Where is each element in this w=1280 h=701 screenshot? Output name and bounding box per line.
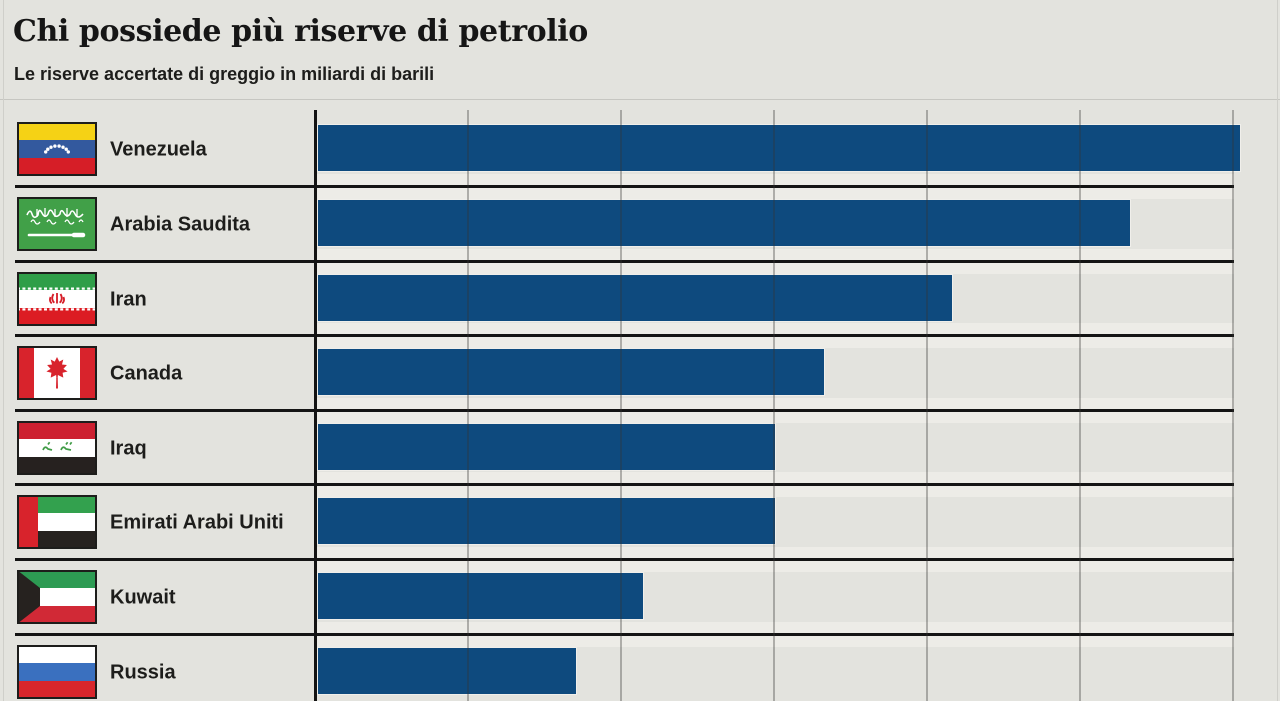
arabia-saudita-flag-icon — [17, 197, 97, 251]
row-separator — [15, 185, 1234, 188]
reserve-bar-arabia-saudita — [317, 199, 1131, 247]
russia-flag-icon — [17, 644, 97, 699]
gridline-150 — [773, 110, 775, 701]
country-label-venezuela: Venezuela — [110, 138, 207, 161]
gridline-100 — [620, 110, 622, 701]
header-divider — [0, 99, 1280, 100]
reserve-bar-iraq — [317, 422, 776, 471]
right-frame-line — [1277, 0, 1278, 701]
row-separator — [15, 632, 1234, 636]
iraq-flag-icon — [17, 420, 97, 475]
iran-flag-icon — [17, 271, 97, 326]
emirati-arabi-uniti-flag-icon — [17, 495, 97, 550]
reserve-bar-iran — [317, 273, 953, 322]
venezuela-flag-icon — [17, 122, 97, 177]
kuwait-flag-icon — [17, 570, 97, 624]
country-label-canada: Canada — [110, 362, 183, 385]
y-axis-line — [314, 110, 317, 701]
row-separator — [15, 259, 1234, 263]
reserve-bar-kuwait — [317, 572, 644, 620]
country-label-arabia-saudita: Arabia Saudita — [110, 213, 251, 236]
reserve-bar-canada — [317, 348, 825, 397]
gridline-200 — [926, 110, 928, 701]
reserve-bar-emirati-arabi-uniti — [317, 497, 776, 546]
canada-flag-icon — [17, 346, 97, 401]
gridline-50 — [467, 110, 469, 701]
chart-title: Chi possiede più riserve di petrolio — [13, 14, 588, 49]
country-label-emirati-arabi-uniti: Emirati Arabi Uniti — [110, 511, 284, 534]
left-frame-line — [3, 0, 4, 701]
row-separator — [15, 558, 1234, 561]
country-label-iran: Iran — [110, 288, 147, 311]
gridline-250 — [1079, 110, 1081, 701]
row-separator — [15, 408, 1234, 412]
reserve-bar-venezuela — [317, 124, 1241, 173]
row-separator — [15, 483, 1234, 487]
country-label-kuwait: Kuwait — [110, 586, 176, 609]
chart-subtitle: Le riserve accertate di greggio in milia… — [14, 64, 435, 84]
gridline-300 — [1232, 110, 1234, 701]
row-separator — [15, 334, 1234, 338]
country-label-russia: Russia — [110, 661, 176, 684]
reserve-bar-russia — [317, 646, 577, 695]
country-label-iraq: Iraq — [110, 437, 147, 460]
